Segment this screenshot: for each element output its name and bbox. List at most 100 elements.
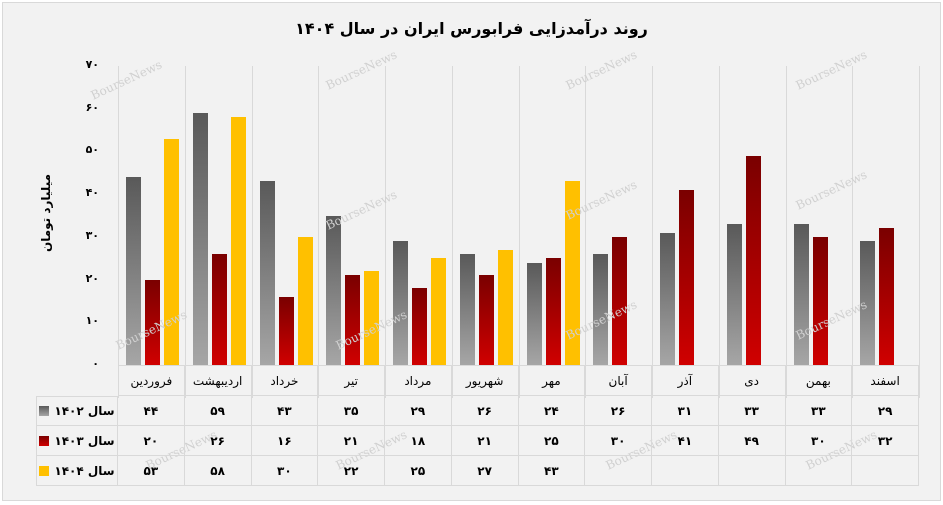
legend-label: سال ۱۴۰۲ bbox=[54, 404, 115, 418]
gridline bbox=[852, 66, 854, 398]
bar bbox=[364, 271, 380, 365]
gridline bbox=[318, 66, 320, 398]
bar bbox=[192, 113, 208, 365]
table-cell: ۲۱ bbox=[451, 426, 519, 456]
bar bbox=[211, 253, 227, 365]
bar bbox=[431, 258, 446, 365]
category-label: اردیبهشت bbox=[184, 366, 252, 396]
bar bbox=[478, 275, 494, 365]
table-cell: ۲۹ bbox=[385, 396, 452, 426]
bar bbox=[145, 279, 160, 365]
legend-swatch bbox=[39, 435, 50, 446]
table-cell: ۳۰ bbox=[585, 426, 652, 456]
chart-title: روند درآمدزایی فرابورس ایران در سال ۱۴۰۴ bbox=[295, 19, 648, 38]
table-cell bbox=[585, 456, 652, 486]
bar bbox=[126, 177, 141, 365]
category-label: آذر bbox=[652, 366, 719, 396]
plot-area bbox=[118, 66, 920, 398]
bar bbox=[745, 155, 761, 365]
legend-entry: سال ۱۴۰۴ bbox=[36, 456, 118, 486]
gridline bbox=[585, 66, 587, 398]
legend-entry: سال ۱۴۰۲ bbox=[36, 396, 118, 426]
gridline bbox=[652, 66, 653, 398]
category-label: بهمن bbox=[785, 366, 853, 396]
table-cell: ۳۵ bbox=[318, 396, 385, 426]
table-cell: ۱۸ bbox=[385, 426, 452, 456]
table-cell: ۱۶ bbox=[251, 426, 319, 456]
category-label: اسفند bbox=[852, 366, 919, 396]
bar bbox=[459, 253, 475, 365]
category-label: خرداد bbox=[251, 366, 319, 396]
gridline bbox=[118, 66, 119, 398]
y-tick: ۰ bbox=[92, 357, 99, 370]
bar bbox=[879, 228, 895, 365]
bar bbox=[412, 288, 427, 365]
y-tick: ۳۰ bbox=[85, 228, 99, 242]
bar bbox=[393, 241, 408, 365]
category-label: دی bbox=[718, 366, 786, 396]
table-cell: ۲۴ bbox=[518, 396, 586, 426]
table-cell: ۲۶ bbox=[184, 426, 252, 456]
category-label: فروردین bbox=[118, 366, 185, 396]
gridline bbox=[385, 66, 386, 398]
bar bbox=[345, 275, 361, 365]
gridline bbox=[184, 66, 186, 398]
table-cell: ۳۳ bbox=[785, 396, 853, 426]
table-cell: ۴۹ bbox=[718, 426, 786, 456]
table-cell bbox=[718, 456, 786, 486]
table-cell bbox=[852, 456, 919, 486]
bar bbox=[278, 296, 294, 365]
gridline bbox=[518, 66, 520, 398]
category-label: مهر bbox=[518, 366, 586, 396]
bar bbox=[812, 236, 828, 365]
y-tick: ۶۰ bbox=[85, 100, 99, 114]
table-cell: ۲۹ bbox=[852, 396, 919, 426]
table-cell: ۳۰ bbox=[785, 426, 853, 456]
y-axis-label: میلیارد تومان bbox=[39, 173, 53, 253]
table-cell: ۵۸ bbox=[184, 456, 252, 486]
gridline bbox=[251, 66, 253, 398]
table-cell: ۲۵ bbox=[518, 426, 586, 456]
legend-entry: سال ۱۴۰۳ bbox=[36, 426, 118, 456]
table-cell: ۳۲ bbox=[852, 426, 919, 456]
bar bbox=[564, 181, 580, 365]
bar bbox=[297, 236, 313, 365]
bar bbox=[230, 117, 246, 365]
bar bbox=[726, 224, 742, 365]
table-cell: ۴۱ bbox=[652, 426, 719, 456]
legend-swatch bbox=[39, 465, 50, 476]
bar bbox=[860, 241, 876, 365]
y-tick: ۵۰ bbox=[85, 143, 99, 157]
table-cell: ۲۵ bbox=[385, 456, 452, 486]
gridline bbox=[785, 66, 787, 398]
table-cell: ۲۰ bbox=[118, 426, 185, 456]
bar bbox=[545, 258, 561, 365]
gridline bbox=[919, 66, 920, 398]
table-cell: ۲۱ bbox=[318, 426, 385, 456]
bar bbox=[679, 189, 694, 365]
category-label: شهریور bbox=[451, 366, 519, 396]
bar bbox=[326, 215, 342, 365]
bar bbox=[793, 224, 809, 365]
table-cell: ۳۱ bbox=[652, 396, 719, 426]
y-tick: ۷۰ bbox=[85, 58, 99, 71]
table-cell: ۳۰ bbox=[251, 456, 319, 486]
bar bbox=[593, 253, 609, 365]
gridline bbox=[718, 66, 720, 398]
table-cell: ۲۶ bbox=[451, 396, 519, 426]
table-cell: ۵۳ bbox=[118, 456, 185, 486]
x-axis-line bbox=[118, 365, 919, 366]
table-cell: ۲۶ bbox=[585, 396, 652, 426]
legend-swatch bbox=[39, 406, 50, 416]
table-cell: ۲۷ bbox=[451, 456, 519, 486]
table-cell: ۳۳ bbox=[718, 396, 786, 426]
table-cell: ۴۳ bbox=[518, 456, 586, 486]
gridline bbox=[451, 66, 453, 398]
category-label: تیر bbox=[318, 366, 385, 396]
bar bbox=[612, 236, 628, 365]
table-cell: ۴۳ bbox=[251, 396, 319, 426]
y-tick: ۲۰ bbox=[85, 271, 99, 285]
bar bbox=[259, 181, 275, 365]
table-cell: ۴۴ bbox=[118, 396, 185, 426]
legend-label: سال ۱۴۰۳ bbox=[54, 433, 115, 448]
